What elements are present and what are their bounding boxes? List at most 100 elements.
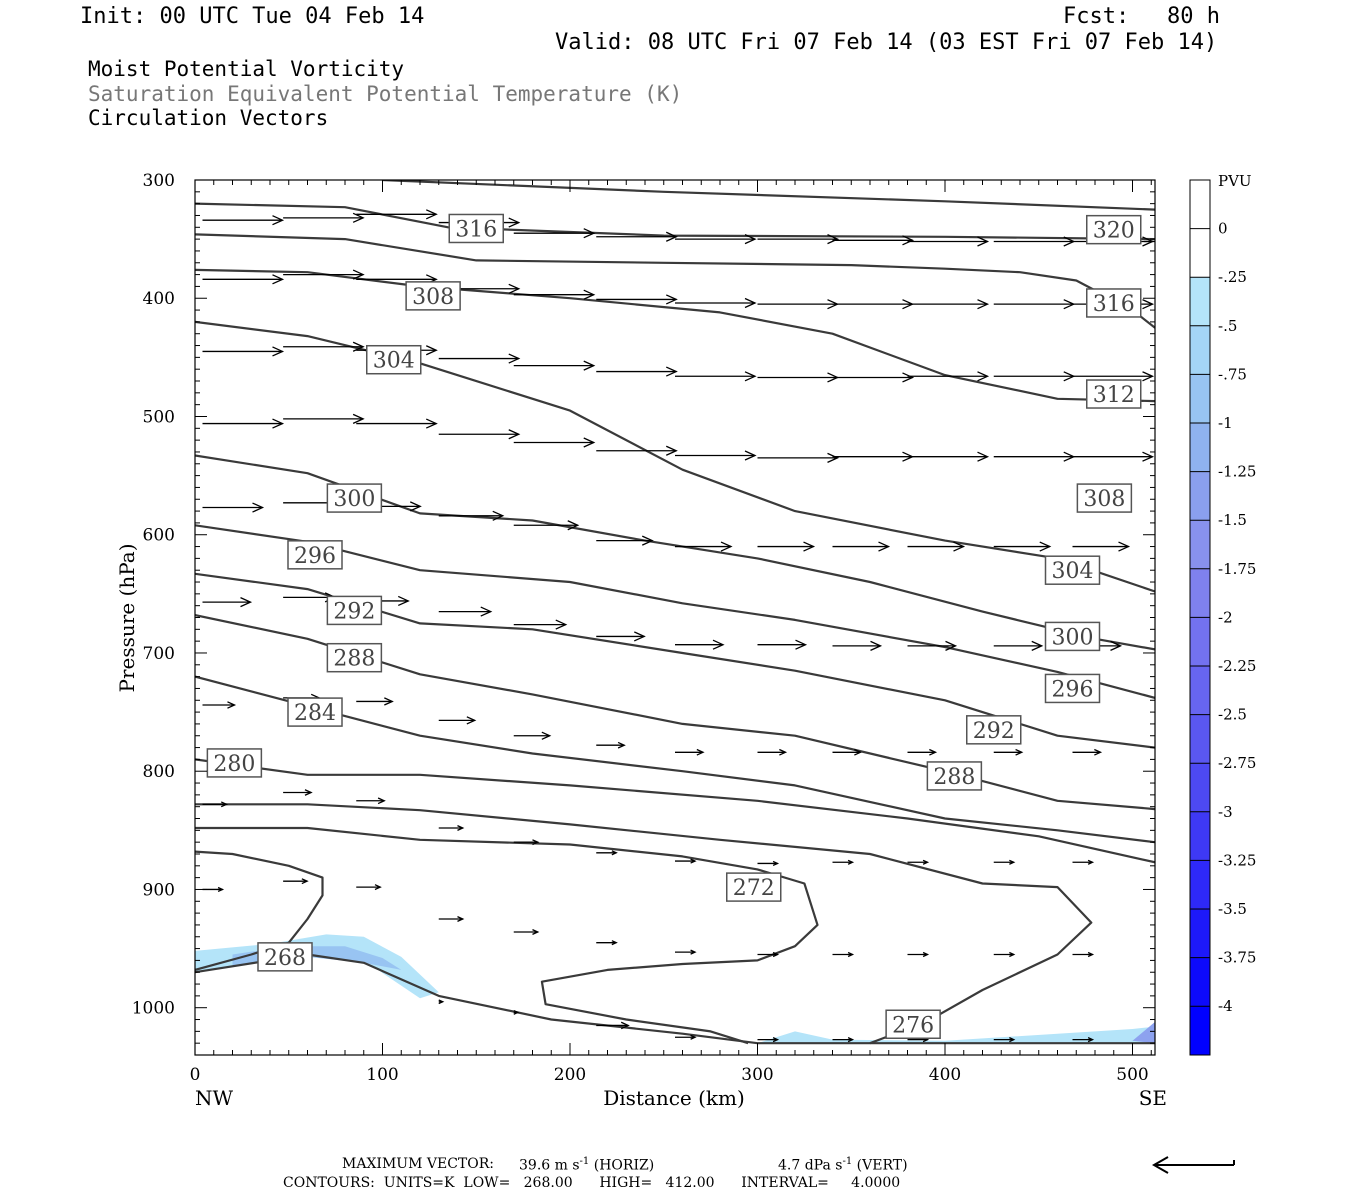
vector-head xyxy=(827,234,840,245)
x-tick-label: 400 xyxy=(929,1065,961,1085)
vector-head xyxy=(1118,541,1131,552)
contour-line-296 xyxy=(195,524,1155,699)
vector-head xyxy=(583,360,596,371)
contour-label-box xyxy=(1086,288,1142,318)
colorbar-label: -3.5 xyxy=(1218,900,1247,918)
y-tick-label: 1000 xyxy=(132,999,175,1019)
circulation-vector xyxy=(993,371,1076,382)
circulation-vector xyxy=(907,640,958,651)
vector-head xyxy=(779,748,788,756)
colorbar-bin-4 xyxy=(1190,374,1210,423)
contour-label-text: 316 xyxy=(1093,292,1135,317)
circulation-vector xyxy=(675,371,757,382)
contour-label-box xyxy=(726,872,782,902)
vector-head xyxy=(1214,237,1224,246)
circulation-vector xyxy=(832,451,915,462)
field-title-thetaes: Saturation Equivalent Potential Temperat… xyxy=(88,82,683,106)
circulation-vector xyxy=(438,510,505,521)
circulation-vector xyxy=(993,299,1076,310)
circulation-vector xyxy=(907,541,966,552)
vector-head xyxy=(374,884,382,891)
circulation-vector xyxy=(356,884,382,891)
circulation-vector xyxy=(513,731,552,740)
circulation-vector xyxy=(1072,371,1155,382)
colorbar-label: -.75 xyxy=(1218,365,1247,383)
pv-shade-region-0 xyxy=(195,934,439,999)
valid-time: Valid: 08 UTC Fri 07 Feb 14 (03 EST Fri … xyxy=(555,30,1218,55)
y-axis-label: Pressure (hPa) xyxy=(115,544,139,693)
circulation-vector xyxy=(283,269,365,280)
vector-head xyxy=(466,716,477,725)
vector-head xyxy=(847,859,855,865)
contour-label-308: 308 xyxy=(405,281,461,311)
colorbar-bin-7 xyxy=(1190,520,1210,569)
circulation-vector xyxy=(757,299,840,310)
colorbar-bin-15 xyxy=(1190,909,1210,958)
contour-label-box xyxy=(448,213,504,244)
contour-line-280 xyxy=(195,758,1155,864)
vector-head xyxy=(227,701,237,709)
vector-head xyxy=(352,269,365,280)
vector-head xyxy=(633,631,646,642)
circulation-vector xyxy=(907,299,990,310)
circulation-vector xyxy=(438,429,521,440)
circulation-vector xyxy=(907,748,938,756)
axes: 300 400 500 600 700 800 900 1000 0 100 200 300 400 50… xyxy=(132,171,1155,1085)
contour-label-box xyxy=(326,483,383,513)
vector-head xyxy=(690,1034,697,1040)
circulation-vector xyxy=(513,619,568,630)
circulation-vectors xyxy=(202,209,1224,1043)
contour-label-272: 272 xyxy=(726,872,782,902)
vector-head xyxy=(665,445,678,456)
vector-head xyxy=(772,1037,780,1043)
pv-shade-region-2 xyxy=(757,1026,1155,1044)
circulation-vector xyxy=(356,797,386,805)
vector-head xyxy=(827,452,840,463)
contour-label-text: 288 xyxy=(333,647,375,672)
vector-head xyxy=(922,951,930,958)
circulation-vector xyxy=(283,212,365,223)
vector-head xyxy=(457,825,465,831)
contour-line-276 xyxy=(195,803,1093,1045)
vector-head xyxy=(384,697,394,706)
circulation-vector xyxy=(993,640,1044,651)
circulation-vector xyxy=(356,697,394,706)
contour-line-316 xyxy=(195,202,1155,241)
colorbar-label: 0 xyxy=(1218,220,1228,238)
circulation-vector xyxy=(757,452,840,463)
init-time: Init: 00 UTC Tue 04 Feb 14 xyxy=(80,4,425,29)
vector-head xyxy=(945,640,958,651)
contour-label-text: 296 xyxy=(294,544,336,569)
contour-label-308: 308 xyxy=(1076,483,1133,513)
contour-label-box xyxy=(405,281,461,311)
colorbar-bin-10 xyxy=(1190,666,1210,715)
vector-head xyxy=(690,949,697,955)
x-tick-label: 100 xyxy=(366,1065,398,1085)
circulation-vector xyxy=(1072,859,1095,865)
colorbar-label: -1 xyxy=(1218,414,1233,432)
vector-head xyxy=(847,1037,855,1043)
circulation-vector xyxy=(832,235,915,246)
circulation-vector xyxy=(356,418,438,429)
vector-head xyxy=(772,951,780,958)
vector-head xyxy=(492,510,505,521)
contour-label-276: 276 xyxy=(885,1009,941,1040)
vector-head xyxy=(508,217,521,228)
circulation-vector xyxy=(438,716,477,725)
circulation-vector xyxy=(832,1037,855,1043)
circulation-vector xyxy=(757,951,780,958)
circulation-vector xyxy=(675,297,757,309)
contour-label-312: 312 xyxy=(1086,379,1142,409)
circulation-vector xyxy=(202,418,285,429)
colorbar-bin-1 xyxy=(1190,228,1210,278)
circulation-vector xyxy=(907,236,990,247)
vector-head xyxy=(1009,951,1016,958)
contour-label-304: 304 xyxy=(366,344,422,375)
vector-head xyxy=(977,451,990,462)
colorbar-title: PVU xyxy=(1218,172,1252,190)
colorbar-bin-8 xyxy=(1190,568,1210,618)
vector-head xyxy=(902,372,915,383)
vector-head xyxy=(508,429,521,440)
x-end-label-left: NW xyxy=(195,1086,234,1110)
colorbar-label: -.5 xyxy=(1218,317,1237,335)
